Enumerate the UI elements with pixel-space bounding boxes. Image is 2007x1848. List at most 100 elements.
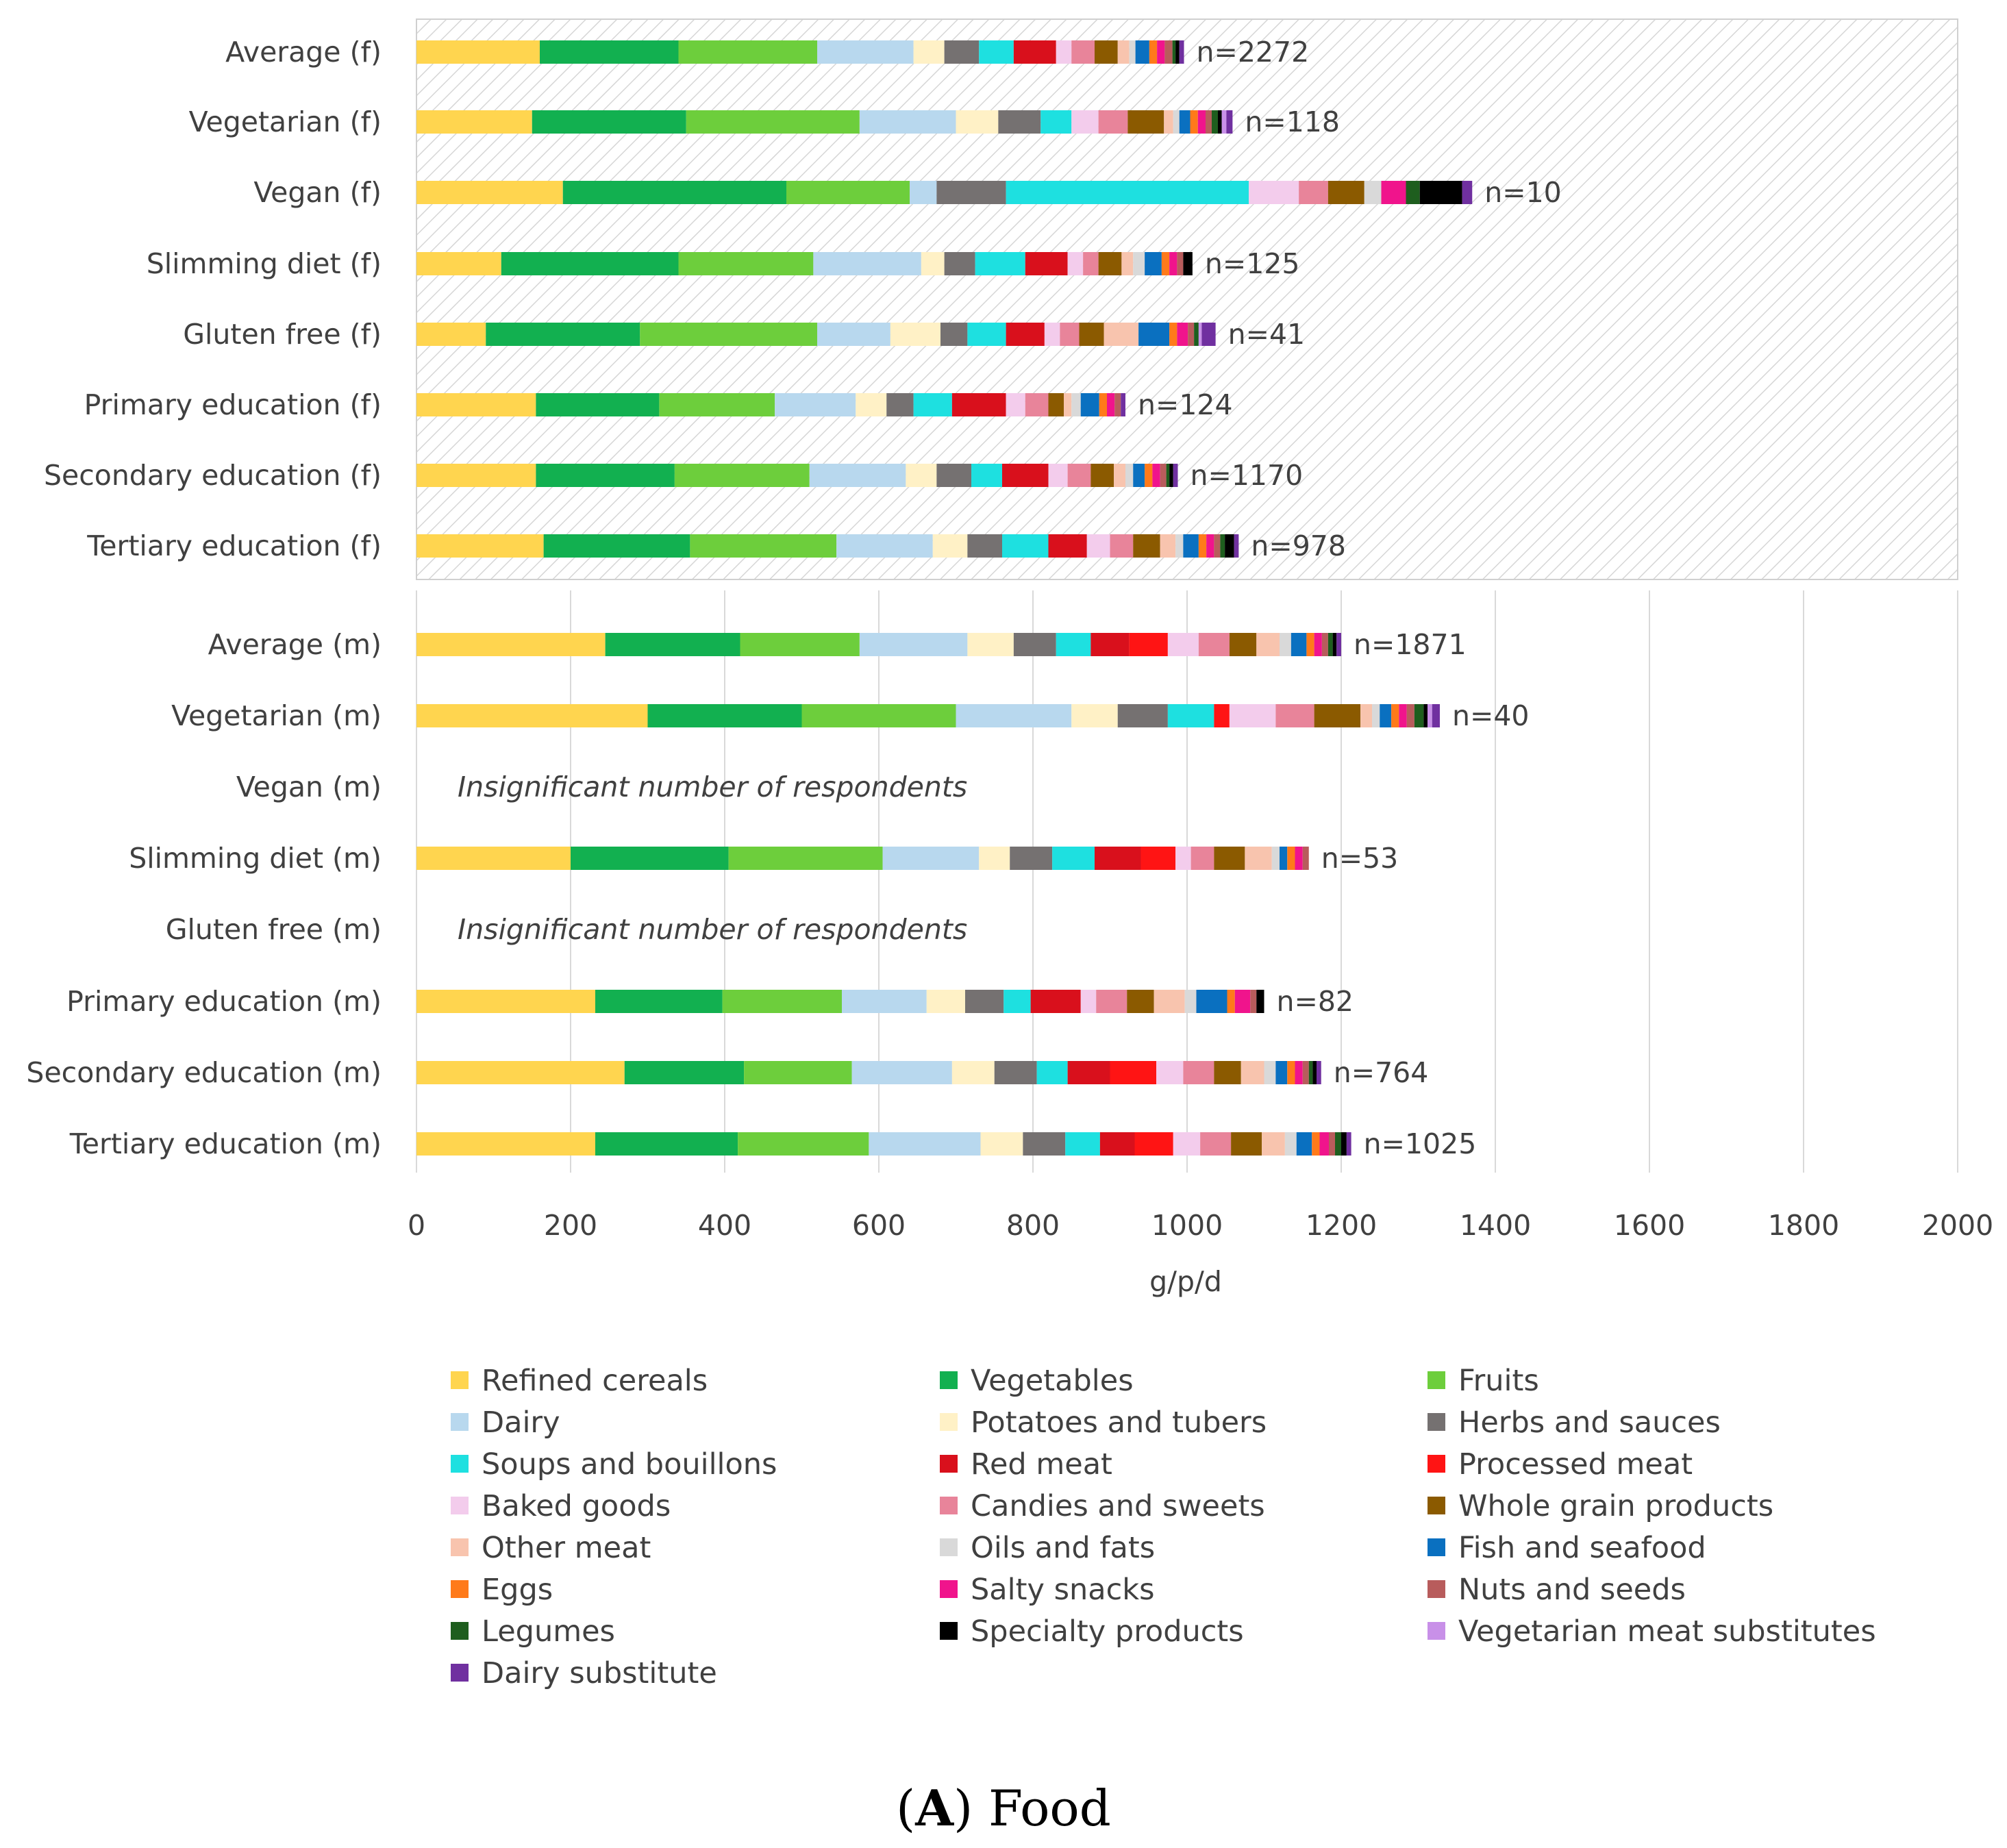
bar-segment-processed-meat (1129, 633, 1168, 656)
n-label: n=1871 (1354, 628, 1467, 661)
bar-segment-salty-snacks (1314, 633, 1322, 656)
legend-label: Baked goods (482, 1489, 671, 1523)
legend-label: Vegetables (971, 1364, 1134, 1398)
legend-label: Eggs (482, 1573, 553, 1607)
bar-segment-dairy-substitute (1234, 534, 1239, 558)
bar-segment-salty-snacks (1234, 990, 1251, 1013)
bar-segment-refined-cereals (416, 847, 571, 870)
bar-segment-salty-snacks (1295, 847, 1303, 870)
bar-segment-eggs (1190, 110, 1198, 134)
bar-segment-baked-goods (1048, 464, 1068, 487)
bar-segment-soups-and-bouillons (975, 252, 1025, 275)
bar-segment-specialty-products (1225, 534, 1234, 558)
bar-segment-refined-cereals (416, 323, 486, 346)
bar-segment-processed-meat (1140, 847, 1176, 870)
legend-item-salty-snacks: Salty snacks (940, 1573, 1155, 1607)
bar-segment-red-meat (1002, 464, 1049, 487)
n-label: n=2272 (1197, 36, 1310, 68)
bar-segment-soups-and-bouillons (1056, 633, 1091, 656)
bar-vegetarian-f (416, 110, 1233, 134)
bar-segment-nuts-and-seeds (1114, 393, 1121, 416)
bar-segment-fish-and-seafood (1145, 252, 1162, 275)
legend-swatch (940, 1497, 958, 1514)
legend-item-vegetarian-meat-substitutes: Vegetarian meat substitutes (1428, 1614, 1876, 1649)
bar-segment-oils-and-fats (1284, 1132, 1297, 1156)
legend-item-processed-meat: Processed meat (1428, 1447, 1693, 1482)
bar-segment-herbs-and-sauces (936, 181, 1006, 204)
bar-segment-candies-and-sweets (1098, 110, 1128, 134)
legend-swatch (451, 1622, 469, 1640)
x-axis-title: g/p/d (1149, 1265, 1222, 1298)
bar-segment-soups-and-bouillons (1002, 534, 1049, 558)
legend-label: Other meat (482, 1531, 651, 1565)
bar-segment-candies-and-sweets (1183, 1061, 1214, 1084)
bar-segment-whole-grain-products (1327, 181, 1364, 204)
bar-segment-eggs (1287, 847, 1295, 870)
bar-segment-dairy (809, 464, 906, 487)
category-label: Tertiary education (f) (86, 529, 382, 562)
bar-segment-whole-grain-products (1127, 110, 1164, 134)
bar-segment-candies-and-sweets (1067, 464, 1091, 487)
bar-segment-herbs-and-sauces (1010, 847, 1053, 870)
n-label: n=1025 (1364, 1127, 1477, 1160)
bar-segment-fish-and-seafood (1179, 110, 1191, 134)
bar-segment-refined-cereals (416, 181, 563, 204)
bar-segment-other-meat (1104, 323, 1139, 346)
category-label: Slimming diet (f) (147, 247, 382, 280)
bar-segment-specialty-products (1419, 181, 1462, 204)
bar-segment-baked-goods (1086, 534, 1110, 558)
legend-swatch (940, 1455, 958, 1473)
bar-segment-nuts-and-seeds (1206, 110, 1212, 134)
caption-title: Food (973, 1780, 1111, 1837)
category-label: Vegetarian (m) (171, 699, 382, 732)
bar-segment-potatoes-and-tubers (906, 464, 937, 487)
legend-label: Nuts and seeds (1458, 1573, 1686, 1607)
bar-segment-fish-and-seafood (1380, 704, 1392, 727)
bar-segment-whole-grain-products (1231, 1132, 1262, 1156)
insufficient-note: Insignificant number of respondents (458, 771, 967, 803)
n-label: n=41 (1228, 318, 1306, 351)
bar-segment-potatoes-and-tubers (956, 110, 999, 134)
bar-segment-dairy-substitute (1179, 40, 1184, 64)
category-label: Vegetarian (f) (189, 105, 382, 138)
bar-segment-eggs (1306, 633, 1314, 656)
bar-segment-candies-and-sweets (1083, 252, 1099, 275)
bar-segment-vegetarian-meat-substitutes (1221, 110, 1227, 134)
legend-item-oils-and-fats: Oils and fats (940, 1531, 1155, 1565)
bar-segment-dairy (817, 40, 914, 64)
bar-segment-dairy (859, 633, 968, 656)
legend-swatch (451, 1413, 469, 1431)
bar-segment-other-meat (1245, 847, 1272, 870)
bar-segment-salty-snacks (1157, 40, 1165, 64)
x-tick-label: 1000 (1151, 1209, 1223, 1242)
legend-swatch (940, 1413, 958, 1431)
bar-slimming-diet-m (416, 847, 1309, 870)
bar-segment-whole-grain-products (1314, 704, 1361, 727)
x-tick-label: 1200 (1306, 1209, 1377, 1242)
bar-segment-candies-and-sweets (1275, 704, 1314, 727)
bar-segment-dairy-substitute (1346, 1132, 1351, 1156)
caption-letter: A (914, 1779, 954, 1837)
bar-segment-baked-goods (1006, 393, 1025, 416)
figure-caption: (A) Food (896, 1779, 1111, 1837)
bar-segment-salty-snacks (1381, 181, 1406, 204)
legend-item-soups-and-bouillons: Soups and bouillons (451, 1447, 777, 1482)
bar-segment-legumes (1335, 1132, 1341, 1156)
legend-swatch (1428, 1497, 1445, 1514)
bar-segment-potatoes-and-tubers (1071, 704, 1118, 727)
bar-vegan-f (416, 181, 1473, 204)
bar-segment-candies-and-sweets (1110, 534, 1134, 558)
bar-segment-potatoes-and-tubers (980, 1132, 1023, 1156)
category-label: Secondary education (f) (44, 459, 382, 492)
bar-segment-red-meat (1025, 252, 1068, 275)
n-label: n=82 (1277, 985, 1354, 1018)
legend-label: Processed meat (1458, 1447, 1693, 1482)
bar-segment-fish-and-seafood (1080, 393, 1099, 416)
bar-segment-other-meat (1360, 704, 1372, 727)
bar-segment-legumes (1327, 633, 1333, 656)
bar-segment-candies-and-sweets (1198, 633, 1230, 656)
category-label: Average (f) (225, 36, 382, 68)
bar-segment-baked-goods (1044, 323, 1060, 346)
bar-segment-vegetarian-meat-substitutes (1428, 704, 1432, 727)
bar-segment-fish-and-seafood (1183, 534, 1199, 558)
